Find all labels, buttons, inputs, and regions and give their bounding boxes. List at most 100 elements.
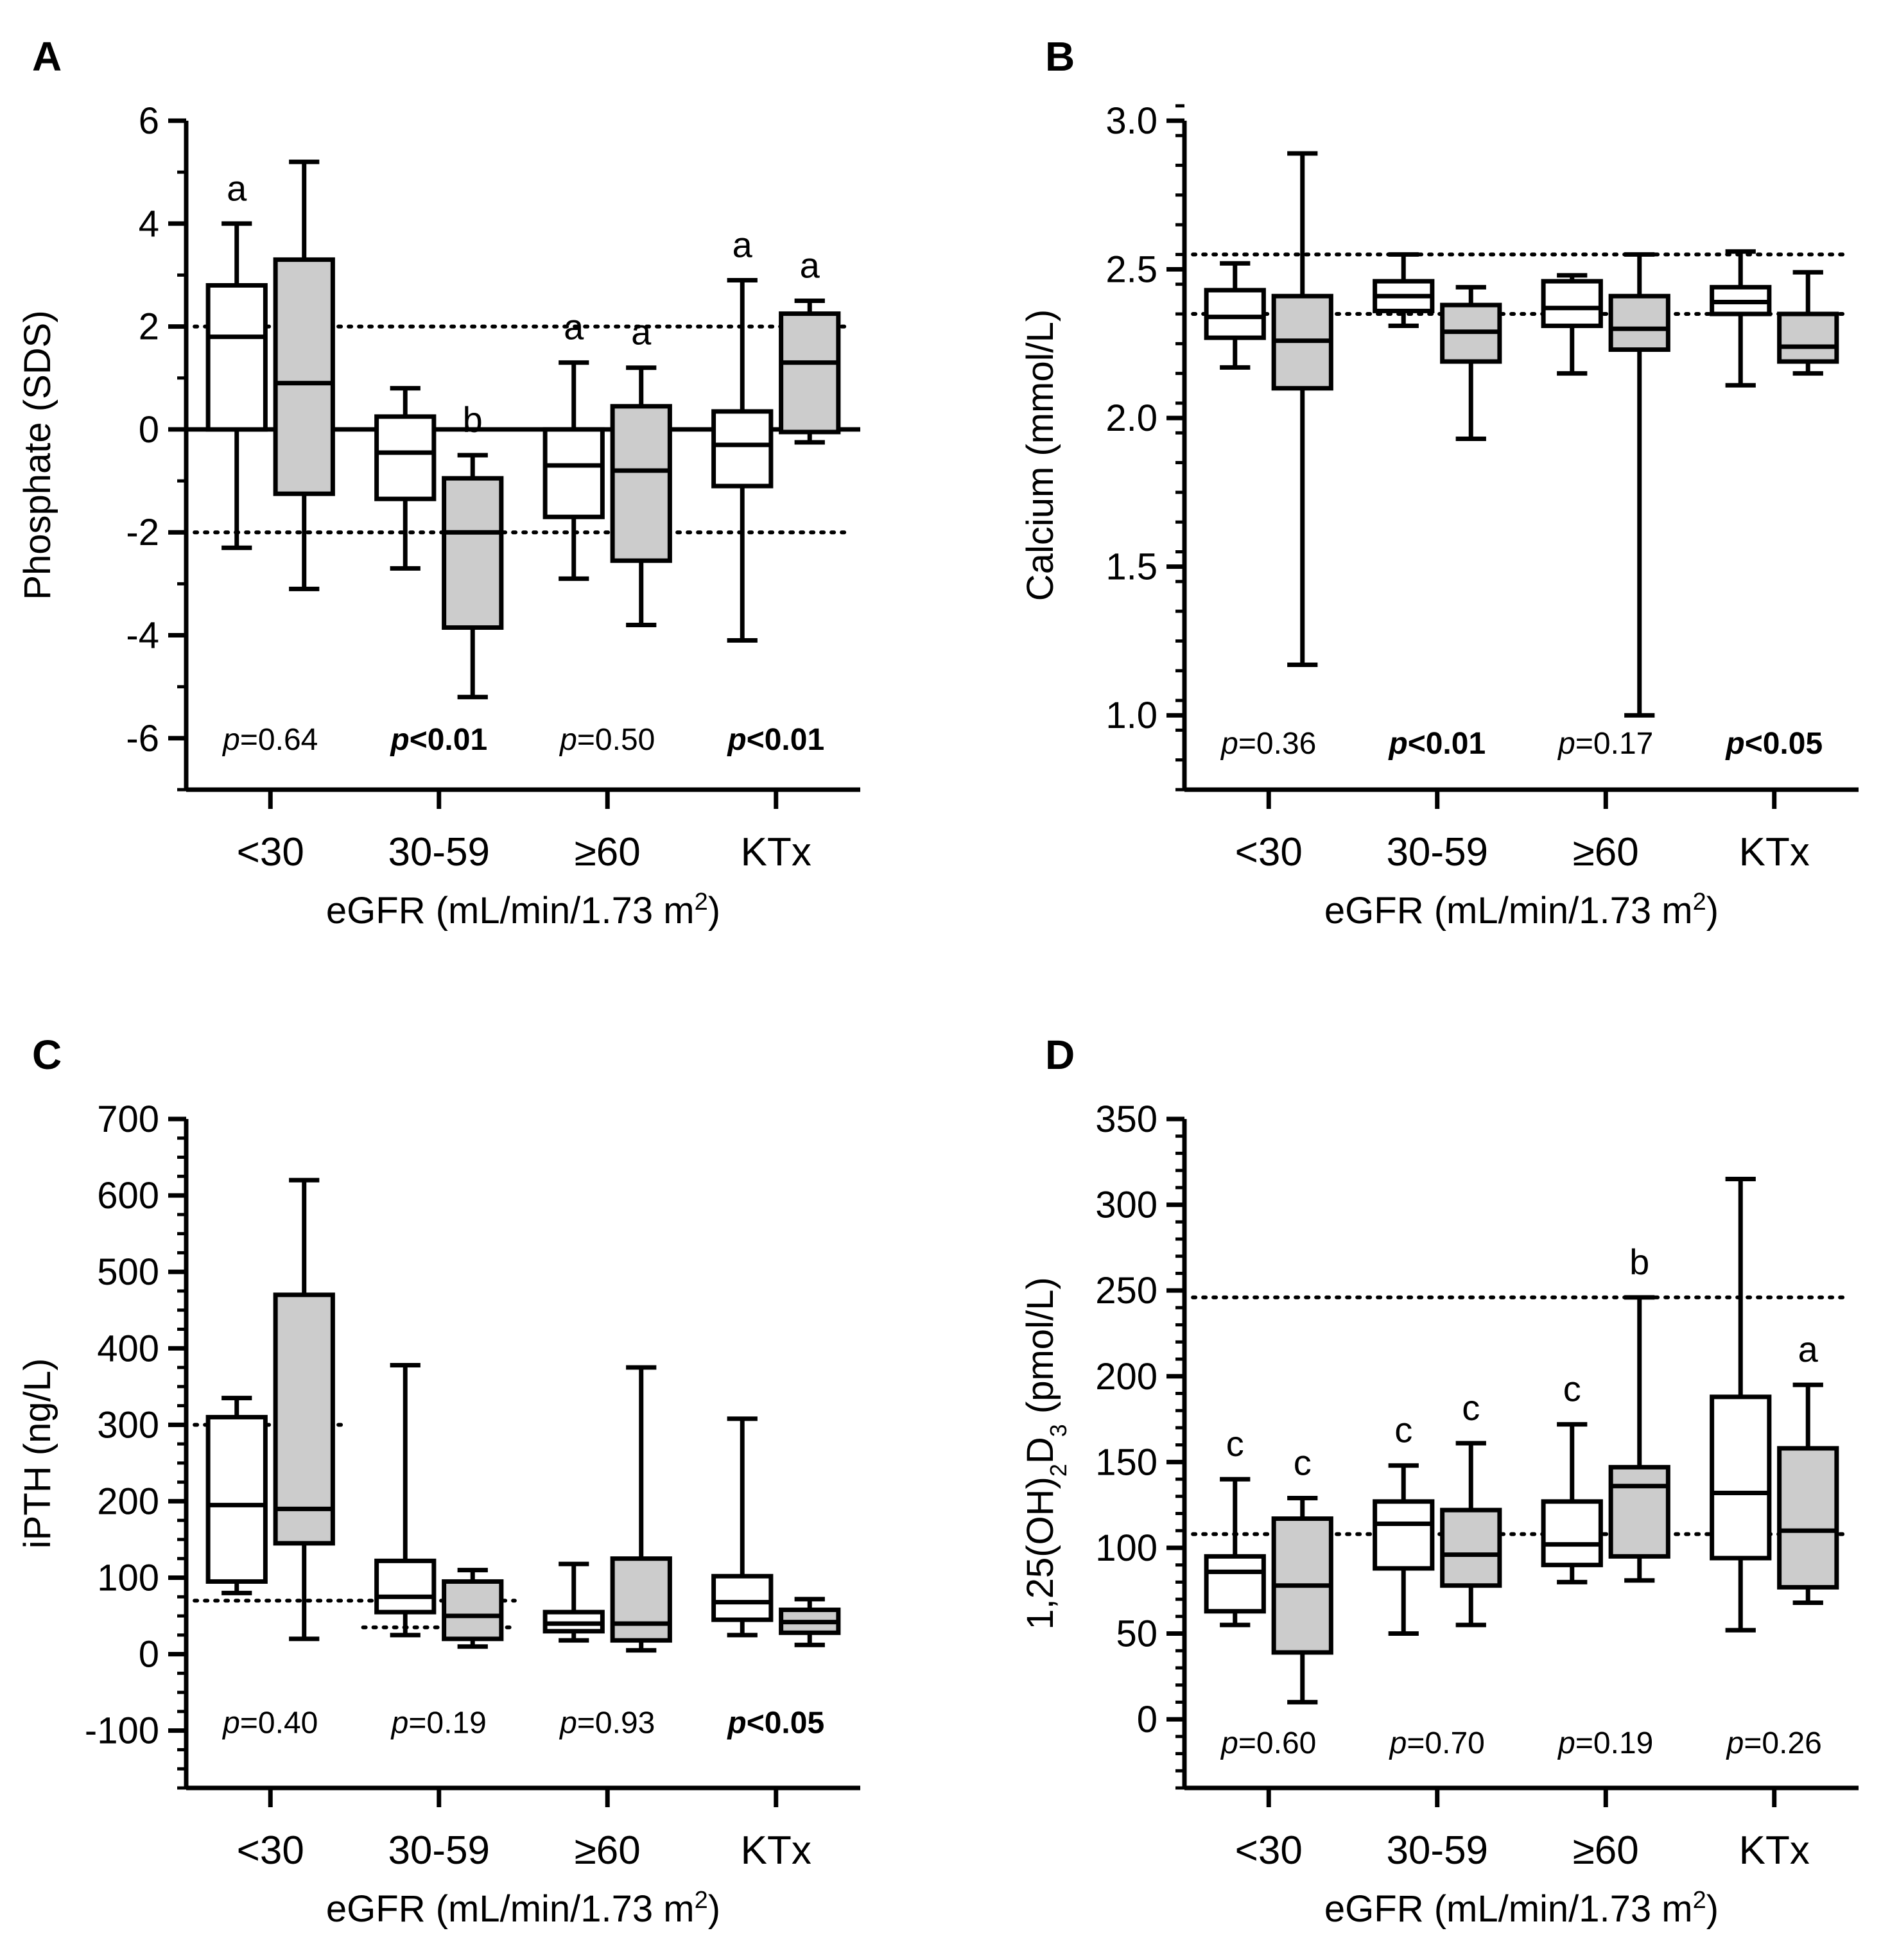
box-plot: a — [542, 307, 605, 581]
p-value: p=0.19 — [390, 1706, 487, 1740]
box — [1541, 279, 1603, 329]
box-plot — [374, 386, 437, 571]
x-tick-label: <30 — [237, 1828, 304, 1873]
x-tick-label: ≥60 — [575, 830, 641, 874]
y-axis-label: iPTH (ng/L) — [17, 1358, 58, 1549]
x-tick-label: 30-59 — [1386, 830, 1488, 874]
p-value-text: =0.17 — [1575, 727, 1653, 761]
p-value: p<0.01 — [726, 723, 824, 757]
box-plot — [1710, 249, 1772, 388]
significance-letter: a — [227, 168, 247, 208]
box — [374, 1558, 437, 1615]
p-value: p<0.05 — [1724, 727, 1823, 761]
p-symbol: p — [1724, 727, 1744, 761]
panel-C: Cp=0.40 p=0.19 p=0.93 p<0.05700600500400300… — [17, 1032, 860, 1930]
y-tick-label: 600 — [97, 1175, 159, 1217]
box-plot — [273, 1177, 335, 1642]
box-plot — [1608, 252, 1670, 718]
p-symbol: p — [1389, 1726, 1407, 1760]
significance-letter: c — [1294, 1442, 1312, 1482]
p-symbol: p — [559, 723, 577, 757]
y-tick-label: 300 — [97, 1404, 159, 1446]
box-plot — [205, 1396, 268, 1595]
box — [1373, 1499, 1435, 1571]
box — [1204, 288, 1266, 340]
y-tick-label: 200 — [1095, 1356, 1157, 1398]
significance-letter: a — [631, 312, 652, 352]
y-tick-label: 2.0 — [1105, 397, 1157, 439]
y-tick-label: 6 — [139, 100, 159, 142]
y-tick-label: 2 — [139, 306, 159, 348]
y-tick-label: -4 — [126, 615, 159, 657]
box — [205, 1414, 268, 1584]
y-tick-label: 1.5 — [1105, 546, 1157, 588]
x-tick-label: <30 — [237, 830, 304, 874]
box — [374, 414, 437, 501]
p-value-text: <0.01 — [410, 723, 487, 757]
p-value-text: =0.93 — [577, 1706, 655, 1740]
box-plot: c — [1204, 1423, 1266, 1627]
p-value-text: =0.40 — [240, 1706, 318, 1740]
p-symbol: p — [1557, 1726, 1575, 1760]
box — [273, 257, 335, 496]
box-plot — [374, 1362, 437, 1638]
p-value-text: =0.70 — [1407, 1726, 1484, 1760]
p-value-text: =0.64 — [240, 723, 318, 757]
x-label-superscript: 2 — [695, 889, 708, 915]
y-tick-label: 350 — [1095, 1098, 1157, 1140]
y-tick-label: -100 — [85, 1710, 159, 1752]
box-plot: a — [779, 245, 841, 445]
box — [1204, 1554, 1266, 1614]
box-plot — [1541, 273, 1603, 376]
box-plot — [1204, 261, 1266, 370]
y-tick-label: 700 — [97, 1098, 159, 1140]
box-plot: b — [442, 399, 504, 700]
x-label-main: eGFR (mL/min/1.73 m — [326, 1888, 695, 1930]
p-value-text: <0.05 — [1745, 727, 1823, 761]
panel-letter: B — [1045, 33, 1075, 80]
box-plot: c — [1373, 1410, 1435, 1636]
p-value: p=0.40 — [221, 1706, 318, 1740]
p-symbol: p — [221, 1706, 240, 1740]
y-axis-label: Phosphate (SDS) — [17, 310, 58, 600]
x-label-main: eGFR (mL/min/1.73 m — [1324, 890, 1693, 932]
y-tick-label: 1.0 — [1105, 695, 1157, 736]
x-axis-label: eGFR (mL/min/1.73 m2) — [326, 1887, 720, 1930]
significance-letter: c — [1462, 1387, 1480, 1428]
box — [711, 1574, 774, 1622]
p-value-text: <0.01 — [747, 723, 824, 757]
box — [610, 1556, 672, 1643]
box-plot — [1777, 270, 1839, 376]
panel-B: Bp=0.36 p<0.01 p=0.17 p<0.053.02.52.01.51.0… — [1019, 33, 1859, 932]
p-value: p<0.01 — [389, 723, 487, 757]
x-label-end: ) — [708, 890, 720, 932]
box-plot: b — [1608, 1242, 1670, 1583]
p-value: p=0.17 — [1557, 727, 1653, 761]
box — [779, 311, 841, 435]
x-tick-label: ≥60 — [1573, 1828, 1639, 1873]
y-tick-label: 100 — [1095, 1527, 1157, 1569]
box-plot: c — [1541, 1369, 1603, 1584]
box-plot — [1373, 252, 1435, 329]
p-value-text: <0.05 — [747, 1706, 824, 1740]
p-value-text: =0.50 — [577, 723, 655, 757]
box — [542, 427, 605, 519]
box-plot: a — [711, 224, 774, 643]
y-tick-label: 250 — [1095, 1270, 1157, 1312]
y-tick-label: 100 — [97, 1557, 159, 1599]
p-value: p=0.50 — [559, 723, 655, 757]
p-value: p=0.93 — [559, 1706, 655, 1740]
box — [442, 476, 504, 630]
p-value: p=0.70 — [1389, 1726, 1485, 1760]
significance-letter: b — [463, 399, 483, 440]
p-value: p=0.64 — [221, 723, 318, 757]
box — [273, 1292, 335, 1546]
box-plot: c — [1271, 1442, 1333, 1704]
y-tick-label: -6 — [126, 718, 159, 759]
box-plot — [779, 1597, 841, 1647]
significance-letter: a — [733, 224, 753, 265]
p-value: p<0.01 — [1387, 727, 1486, 761]
y-tick-label: 200 — [97, 1480, 159, 1522]
